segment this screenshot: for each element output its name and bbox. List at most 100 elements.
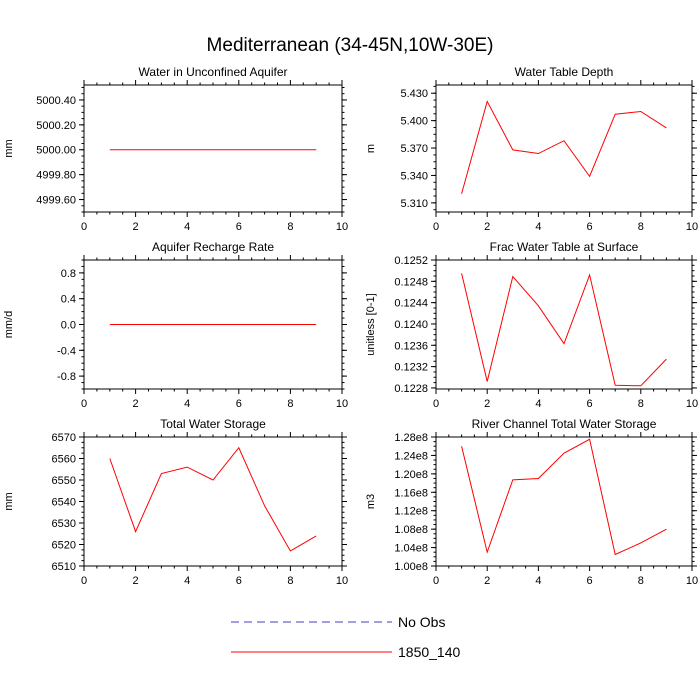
y-tick-label: 0.0 <box>61 320 76 332</box>
panel-title: Aquifer Recharge Rate <box>152 240 274 254</box>
x-tick-label: 6 <box>587 398 593 410</box>
y-tick-label: 0.1248 <box>394 276 428 288</box>
plot-frame <box>435 259 693 390</box>
legend-label: No Obs <box>398 614 445 630</box>
x-tick-label: 8 <box>638 221 644 233</box>
panel-6: River Channel Total Water Storage 0 2 4 6 8 10… <box>365 417 698 587</box>
plot-frame <box>83 84 343 213</box>
x-tick-label: 0 <box>433 398 439 410</box>
legend-item: 1850_140 <box>231 644 461 660</box>
y-tick-label: 5000.00 <box>36 145 76 157</box>
x-tick-label: 6 <box>587 221 593 233</box>
x-tick-label: 6 <box>236 398 242 410</box>
x-tick-label: 0 <box>81 221 87 233</box>
panel-title: Frac Water Table at Surface <box>490 240 639 254</box>
legend-label: 1850_140 <box>398 644 461 660</box>
y-tick-label: 5000.40 <box>36 95 76 107</box>
y-tick-label: 5.430 <box>400 88 428 100</box>
y-tick-label: 6520 <box>52 540 76 552</box>
y-tick-label: 6510 <box>52 561 76 573</box>
x-tick-label: 0 <box>433 221 439 233</box>
x-tick-label: 10 <box>686 221 698 233</box>
y-tick-label: -0.4 <box>57 345 76 357</box>
y-tick-label: 6560 <box>52 454 76 466</box>
y-tick-label: 1.28e8 <box>394 432 428 444</box>
x-tick-label: 10 <box>336 575 348 587</box>
y-tick-label: 1.20e8 <box>394 469 428 481</box>
x-tick-label: 8 <box>287 398 293 410</box>
panel-3: Aquifer Recharge Rate 0 2 4 6 8 10 -0.8 -0.4 0.0 0… <box>3 240 348 410</box>
y-tick-label: 1.12e8 <box>394 506 428 518</box>
panel-title: River Channel Total Water Storage <box>472 417 657 431</box>
panel-title: Water Table Depth <box>515 65 614 79</box>
chart-legend: No Obs 1850_140 <box>231 614 461 660</box>
y-tick-label: 6550 <box>52 475 76 487</box>
x-tick-label: 8 <box>287 575 293 587</box>
x-tick-label: 4 <box>184 575 190 587</box>
y-tick-label: 0.1228 <box>394 383 428 395</box>
x-tick-label: 2 <box>133 575 139 587</box>
x-tick-label: 2 <box>133 221 139 233</box>
y-tick-label: -0.8 <box>57 371 76 383</box>
x-tick-label: 2 <box>484 575 490 587</box>
y-tick-label: 0.1244 <box>394 298 428 310</box>
series-line-1850_140 <box>461 100 667 194</box>
y-tick-label: 4999.60 <box>36 195 76 207</box>
panel-2: Water Table Depth 0 2 4 6 8 10 5.310 5.340 5.370 5… <box>365 65 698 233</box>
y-axis-label: unitless [0-1] <box>365 293 377 355</box>
y-tick-label: 1.04e8 <box>394 543 428 555</box>
y-tick-label: 0.4 <box>61 294 76 306</box>
y-tick-label: 1.16e8 <box>394 487 428 499</box>
x-tick-label: 2 <box>484 398 490 410</box>
y-tick-label: 0.1240 <box>394 319 428 331</box>
x-tick-label: 6 <box>236 575 242 587</box>
y-tick-label: 0.1232 <box>394 362 428 374</box>
x-tick-label: 4 <box>535 575 541 587</box>
series-line-1850_140 <box>461 438 667 556</box>
x-tick-label: 4 <box>184 221 190 233</box>
y-axis-label: mm/d <box>3 311 15 339</box>
plot-frame <box>435 436 693 567</box>
y-tick-label: 6530 <box>52 518 76 530</box>
y-tick-label: 5.310 <box>400 198 428 210</box>
x-tick-label: 0 <box>81 575 87 587</box>
x-tick-label: 4 <box>184 398 190 410</box>
x-tick-label: 4 <box>535 398 541 410</box>
y-axis-label: mm <box>3 139 15 157</box>
x-tick-label: 10 <box>336 221 348 233</box>
y-tick-label: 6570 <box>52 432 76 444</box>
panel-title: Total Water Storage <box>160 417 266 431</box>
panel-5: Total Water Storage 0 2 4 6 8 10 6510 6520 6530 65… <box>3 417 348 587</box>
y-axis-label: m3 <box>365 494 377 509</box>
x-tick-label: 10 <box>686 575 698 587</box>
y-tick-label: 5000.20 <box>36 120 76 132</box>
panel-4: Frac Water Table at Surface 0 2 4 6 8 10 0.1228… <box>365 240 698 410</box>
x-tick-label: 0 <box>81 398 87 410</box>
y-tick-label: 1.24e8 <box>394 450 428 462</box>
y-tick-label: 5.340 <box>400 170 428 182</box>
legend-item: No Obs <box>231 614 445 630</box>
y-tick-label: 6540 <box>52 497 76 509</box>
panel-1: Water in Unconfined Aquifer 0 2 4 6 8 10 4999.6… <box>3 65 348 233</box>
y-axis-label: mm <box>3 492 15 510</box>
y-tick-label: 1.00e8 <box>394 561 428 573</box>
x-tick-label: 4 <box>535 221 541 233</box>
y-tick-label: 1.08e8 <box>394 524 428 536</box>
x-tick-label: 6 <box>587 575 593 587</box>
series-line-1850_140 <box>109 446 317 552</box>
x-tick-label: 6 <box>236 221 242 233</box>
x-tick-label: 8 <box>287 221 293 233</box>
x-tick-label: 2 <box>484 221 490 233</box>
chart-title: Mediterranean (34-45N,10W-30E) <box>207 35 494 56</box>
chart-panels: Water in Unconfined Aquifer 0 2 4 6 8 10 4999.6… <box>3 65 698 587</box>
y-tick-label: 5.370 <box>400 143 428 155</box>
x-tick-label: 10 <box>686 398 698 410</box>
series-line-1850_140 <box>461 273 667 387</box>
x-tick-label: 0 <box>433 575 439 587</box>
x-tick-label: 2 <box>133 398 139 410</box>
panel-title: Water in Unconfined Aquifer <box>139 65 288 79</box>
y-tick-label: 0.1252 <box>394 255 428 267</box>
x-tick-label: 8 <box>638 575 644 587</box>
x-tick-label: 8 <box>638 398 644 410</box>
